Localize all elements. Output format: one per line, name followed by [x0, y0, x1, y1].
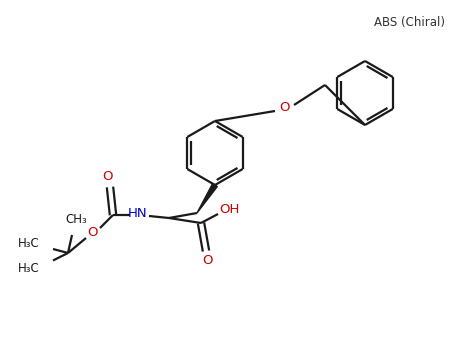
Text: HN: HN [128, 207, 147, 220]
Text: H₃C: H₃C [18, 262, 40, 276]
Text: O: O [202, 254, 213, 268]
Text: O: O [88, 227, 98, 239]
Text: CH₃: CH₃ [65, 214, 87, 227]
Text: O: O [279, 102, 290, 114]
Text: ABS (Chiral): ABS (Chiral) [373, 16, 444, 29]
Text: H₃C: H₃C [18, 237, 40, 251]
Text: O: O [102, 171, 113, 183]
Polygon shape [196, 183, 217, 213]
Text: OH: OH [218, 204, 239, 216]
